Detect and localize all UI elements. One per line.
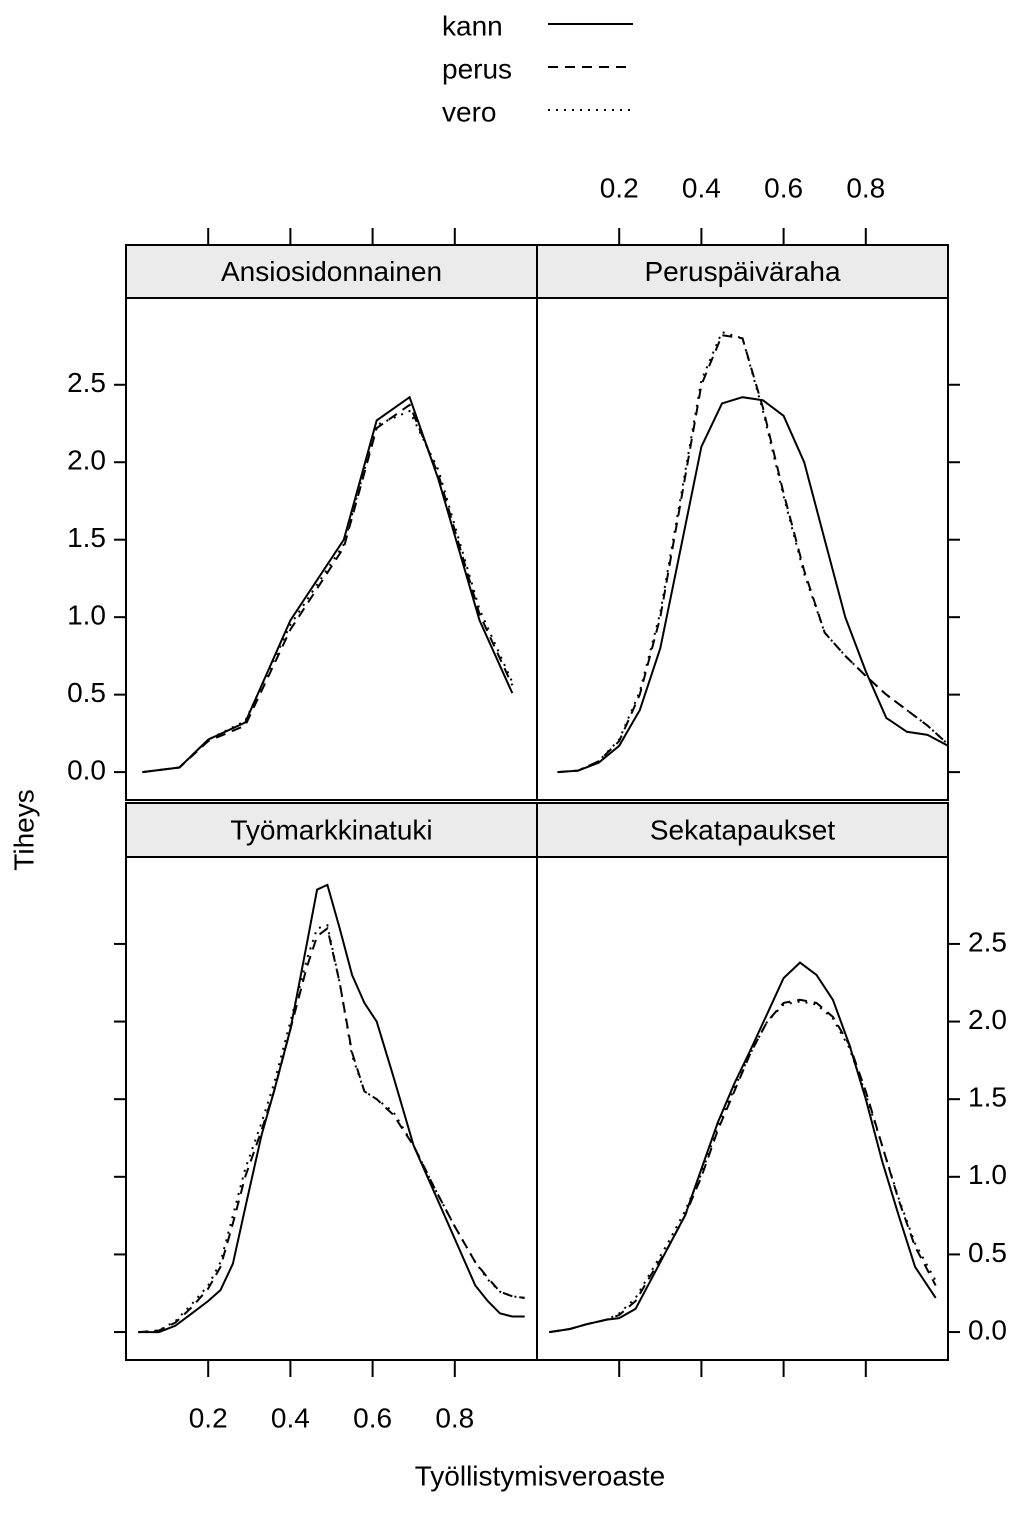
panel-frame [536, 856, 949, 1361]
series-line [142, 395, 514, 774]
y-tick-label: 2.5 [67, 367, 106, 398]
panel-title: Sekatapaukset [650, 814, 835, 845]
y-tick-label: 2.0 [67, 445, 106, 476]
series-line [549, 1000, 937, 1334]
panel-strip [125, 244, 538, 299]
panel-frame [125, 297, 538, 801]
y-tick-label: 2.0 [968, 1004, 1007, 1035]
y-tick-label: 2.5 [968, 926, 1007, 957]
x-tick-label: 0.8 [435, 1402, 474, 1433]
legend-label: vero [442, 96, 496, 127]
series-line [138, 926, 525, 1334]
panel-frame [536, 297, 949, 801]
series-line [549, 961, 937, 1334]
x-tick-label: 0.2 [189, 1402, 228, 1433]
x-tick-label: 0.4 [271, 1402, 310, 1433]
series-line [557, 330, 948, 774]
series-line [142, 403, 514, 774]
x-tick-label: 0.6 [764, 172, 803, 203]
x-tick-label: 0.8 [846, 172, 885, 203]
series-line [549, 998, 937, 1334]
legend-label: kann [442, 10, 503, 41]
x-tick-label: 0.6 [353, 1402, 392, 1433]
panel-title: Ansiosidonnainen [221, 256, 442, 287]
y-tick-label: 1.0 [968, 1159, 1007, 1190]
panel-title: Peruspäiväraha [644, 256, 841, 287]
legend-label: perus [442, 53, 512, 84]
series-line [138, 883, 525, 1334]
y-tick-label: 0.0 [968, 1314, 1007, 1345]
series-line [557, 334, 948, 774]
y-tick-label: 0.5 [968, 1237, 1007, 1268]
series-line [142, 409, 514, 774]
y-axis-title: Tiheys [8, 789, 39, 870]
y-tick-label: 1.5 [67, 522, 106, 553]
panel-strip [536, 244, 949, 299]
series-line [557, 396, 948, 774]
x-tick-label: 0.2 [600, 172, 639, 203]
panel-strip [536, 802, 949, 858]
y-tick-label: 0.5 [67, 677, 106, 708]
panel-title: Työmarkkinatuki [230, 814, 432, 845]
series-line [138, 924, 525, 1334]
x-axis-title: Työllistymisveroaste [415, 1460, 666, 1491]
x-tick-label: 0.4 [682, 172, 721, 203]
y-tick-label: 1.0 [67, 600, 106, 631]
y-tick-label: 1.5 [968, 1082, 1007, 1113]
y-tick-label: 0.0 [67, 755, 106, 786]
